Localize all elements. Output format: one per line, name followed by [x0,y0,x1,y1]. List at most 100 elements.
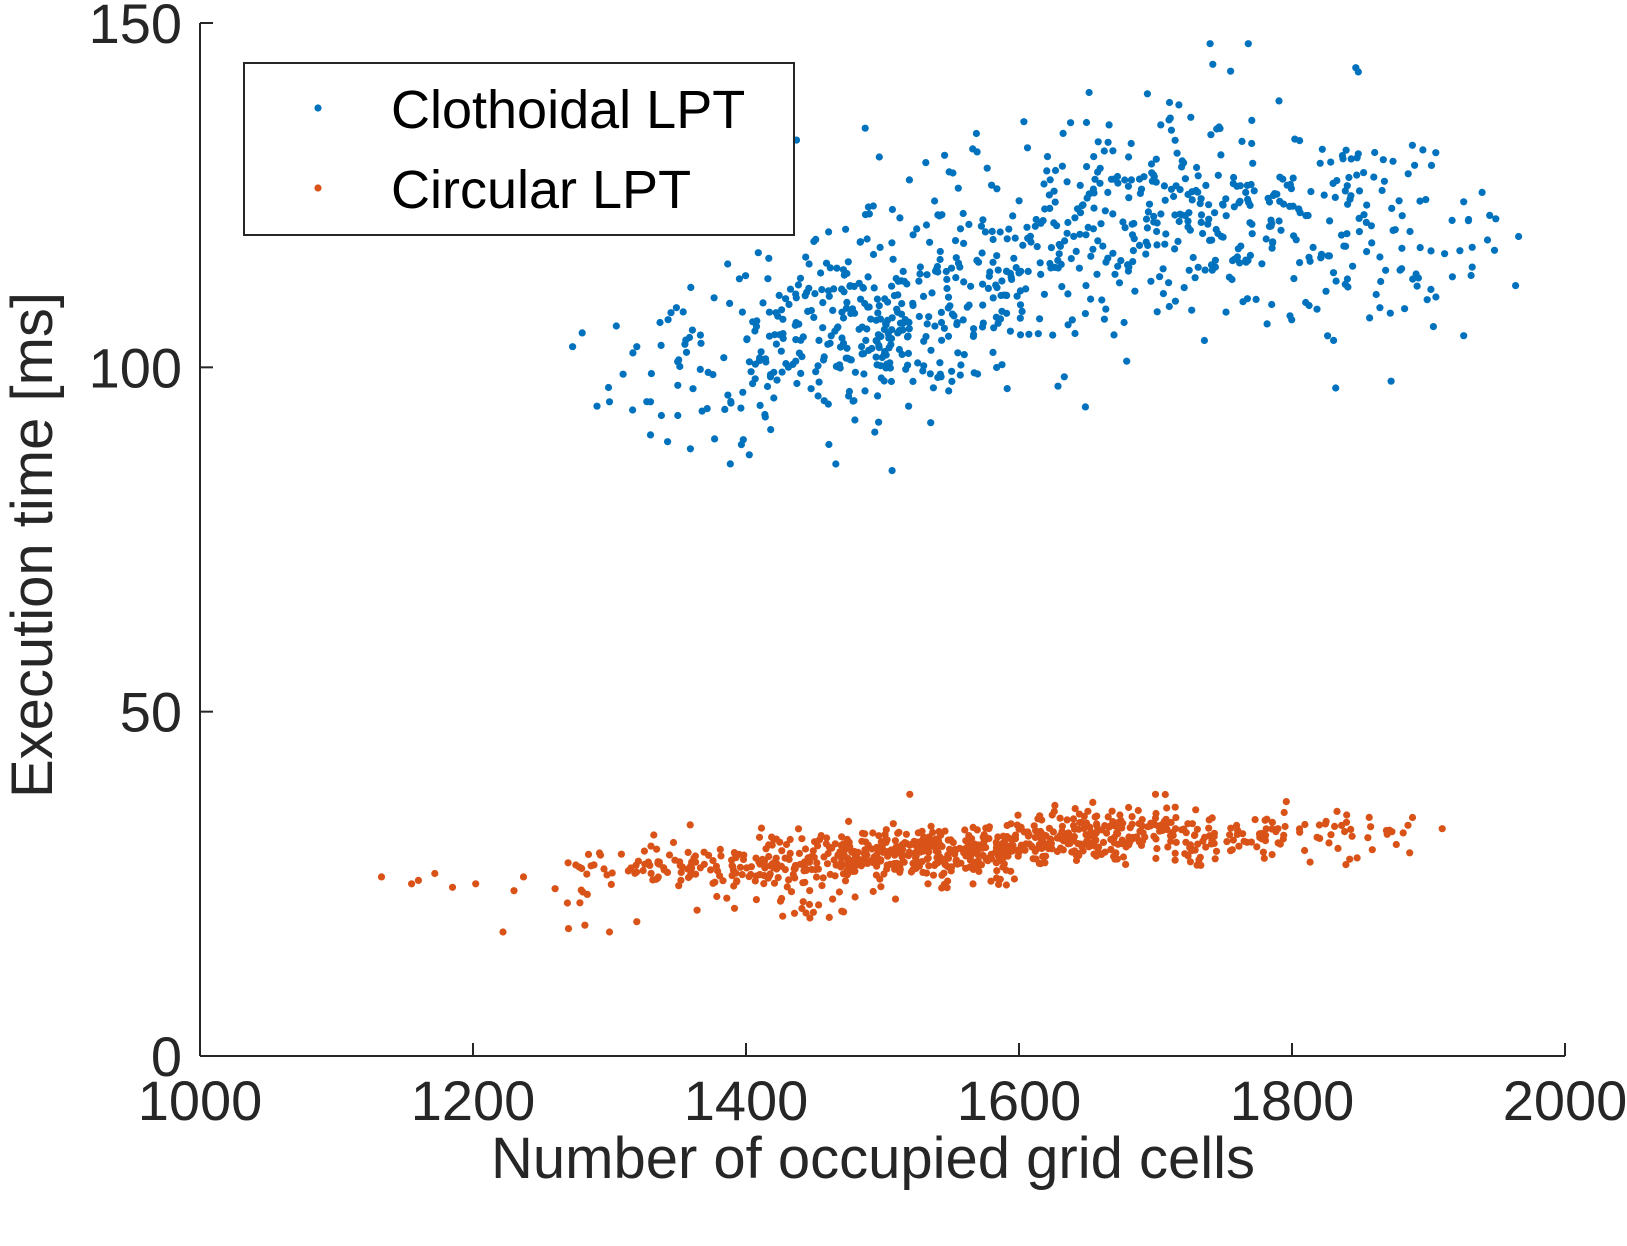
clothoidal-point [1100,147,1108,155]
clothoidal-point [799,333,807,341]
clothoidal-point [814,362,822,370]
circular-point [811,838,819,846]
clothoidal-point [959,209,967,218]
clothoidal-point [1067,255,1075,263]
clothoidal-point [1355,214,1363,222]
clothoidal-point [1009,212,1017,220]
clothoidal-point [667,309,675,317]
clothoidal-point [922,159,930,167]
circular-point [806,887,814,895]
clothoidal-point [1378,186,1386,195]
clothoidal-point [1468,263,1476,271]
clothoidal-point [720,354,728,362]
circular-point [1164,843,1172,851]
circular-point [805,900,814,909]
circular-point [752,896,761,904]
clothoidal-point [1416,244,1424,252]
circular-point [377,873,386,881]
clothoidal-point [757,348,765,356]
clothoidal-point [873,295,882,303]
circular-point [1301,820,1309,829]
clothoidal-point [1262,235,1270,243]
circular-point [1260,854,1268,862]
circular-point [870,853,878,861]
clothoidal-point [1056,242,1064,250]
clothoidal-point [1171,297,1179,305]
y-tick-label: 0 [151,1025,182,1088]
clothoidal-point [1024,267,1032,275]
clothoidal-point [1250,187,1258,195]
circular-point [1093,821,1101,829]
clothoidal-point [1202,181,1210,189]
circular-point [1017,823,1025,831]
clothoidal-point [1130,219,1138,228]
clothoidal-point [1084,223,1092,231]
circular-point [714,867,722,875]
clothoidal-point [1199,229,1207,238]
clothoidal-point [1354,150,1362,158]
circular-point [1367,823,1375,831]
clothoidal-point [905,402,913,410]
clothoidal-point [875,153,883,161]
circular-point [773,865,781,873]
circular-point [728,856,736,864]
clothoidal-point [1263,320,1271,328]
clothoidal-point [927,346,935,354]
clothoidal-point [875,418,883,426]
circular-point [1194,840,1202,848]
circular-point [770,836,778,844]
clothoidal-point [1091,175,1099,183]
circular-point [563,899,572,907]
clothoidal-point [1046,259,1054,268]
x-axis-title: Number of occupied grid cells [491,1126,1255,1191]
clothoidal-point [1102,305,1110,313]
clothoidal-point [1372,290,1380,299]
clothoidal-point [1290,275,1298,283]
clothoidal-point [885,334,893,342]
clothoidal-point [1023,144,1032,152]
clothoidal-point [1222,308,1230,316]
circular-point [1191,831,1199,839]
clothoidal-point [1242,188,1250,196]
clothoidal-point [1252,295,1260,303]
clothoidal-point [844,354,852,362]
clothoidal-point [963,303,971,311]
series-layer [377,40,1523,936]
clothoidal-point [894,291,902,299]
clothoidal-point [1100,315,1108,323]
clothoidal-point [1102,258,1110,266]
circular-point [992,859,1001,867]
clothoidal-point [1067,119,1075,127]
circular-point [1316,834,1324,843]
clothoidal-point [1033,243,1041,251]
clothoidal-point [954,184,962,192]
clothoidal-point [825,228,833,236]
circular-point [992,874,1001,882]
clothoidal-point [1243,295,1251,303]
circular-point [914,829,922,837]
circular-point [1406,849,1414,857]
circular-point [1365,813,1373,822]
clothoidal-point [926,370,934,378]
clothoidal-point [1144,241,1152,249]
clothoidal-point [1376,253,1384,261]
clothoidal-point [1279,175,1287,183]
clothoidal-point [942,267,950,276]
circular-point [781,866,789,874]
clothoidal-point [772,340,781,348]
clothoidal-point [1076,230,1084,238]
clothoidal-point [946,302,954,310]
clothoidal-point [960,351,968,359]
circular-point [1086,823,1094,831]
clothoidal-point [1464,217,1472,225]
circular-point [1347,825,1355,834]
clothoidal-point [970,369,978,377]
circular-point [1085,843,1093,851]
circular-point [1108,807,1116,815]
clothoidal-point [903,333,912,341]
clothoidal-point [1110,331,1118,339]
circular-point [472,880,480,888]
clothoidal-point [1236,182,1244,190]
clothoidal-point [1142,250,1150,258]
clothoidal-point [1060,373,1068,381]
